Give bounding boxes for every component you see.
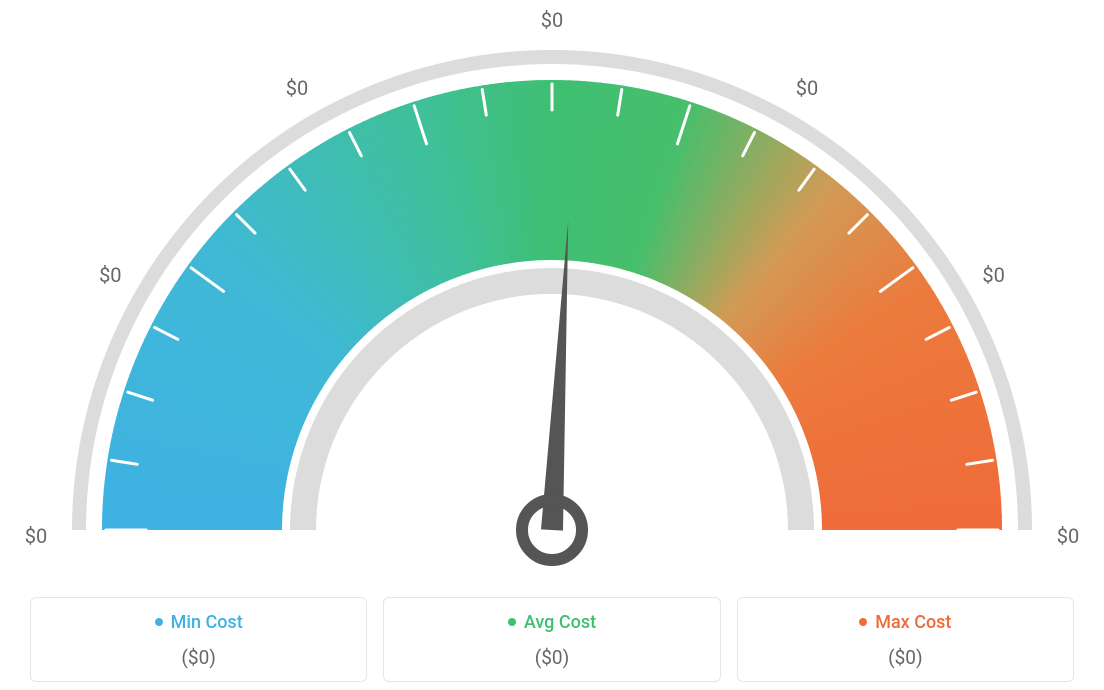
legend-title-avg: Avg Cost: [394, 612, 709, 634]
legend-label-avg: Avg Cost: [524, 612, 596, 633]
gauge-tick-label: $0: [982, 263, 1004, 287]
legend-card-min: Min Cost ($0): [30, 597, 367, 682]
legend-dot-min: [155, 618, 163, 626]
legend-card-avg: Avg Cost ($0): [383, 597, 720, 682]
legend-label-max: Max Cost: [875, 612, 951, 633]
gauge-tick-label: $0: [99, 263, 121, 287]
legend-card-max: Max Cost ($0): [737, 597, 1074, 682]
legend-dot-max: [859, 618, 867, 626]
gauge-chart: $0$0$0$0$0$0$0: [52, 10, 1052, 570]
gauge-tick-label: $0: [1057, 524, 1079, 548]
gauge-tick-label: $0: [286, 76, 308, 100]
gauge-cost-widget: $0 $0 $0 $0 $0 $0 $0 Min Cost ($0) Avg Cost ($…: [0, 0, 1104, 690]
legend-label-min: Min Cost: [171, 612, 243, 633]
legend-title-max: Max Cost: [748, 612, 1063, 634]
gauge-tick-label: $0: [541, 8, 563, 32]
legend-row: Min Cost ($0) Avg Cost ($0) Max Cost ($0…: [30, 597, 1074, 682]
legend-dot-avg: [508, 618, 516, 626]
legend-value-min: ($0): [41, 646, 356, 669]
legend-value-avg: ($0): [394, 646, 709, 669]
gauge-tick-label: $0: [25, 524, 47, 548]
legend-title-min: Min Cost: [41, 612, 356, 634]
legend-value-max: ($0): [748, 646, 1063, 669]
gauge-tick-label: $0: [796, 76, 818, 100]
